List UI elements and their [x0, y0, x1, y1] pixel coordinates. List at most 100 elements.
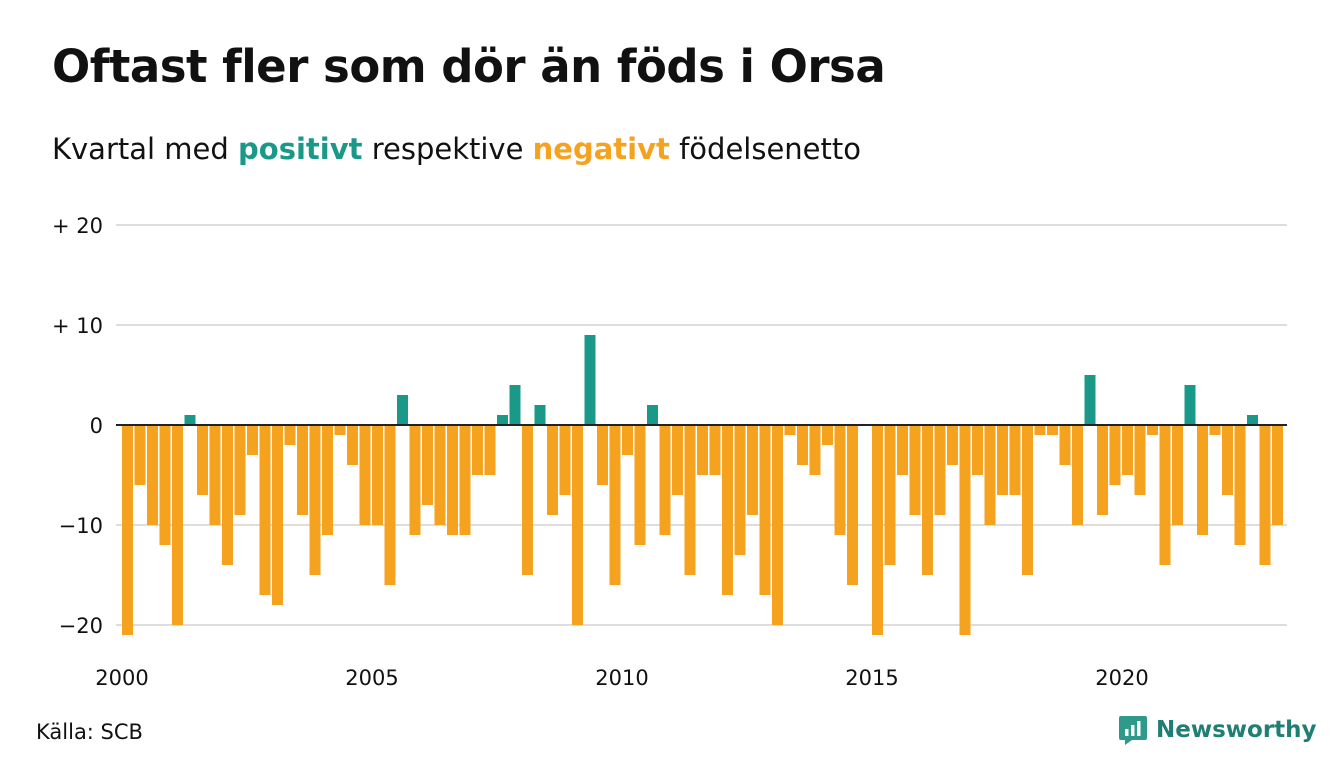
bar-negative — [222, 425, 233, 565]
subtitle-prefix: Kvartal med — [52, 132, 239, 166]
bar-positive — [1084, 375, 1096, 425]
bar-negative — [709, 425, 721, 475]
subtitle-middle: respektive — [362, 132, 533, 166]
bar-negative — [147, 425, 158, 525]
bar-positive — [184, 415, 196, 425]
bar-negative — [1197, 425, 1208, 535]
bar-negative — [672, 425, 683, 495]
bar-negative — [697, 425, 708, 475]
bar-negative — [159, 425, 171, 545]
newsworthy-logo-icon — [1119, 716, 1147, 745]
x-tick-label: 2010 — [595, 666, 648, 690]
subtitle-negative-word: negativt — [532, 132, 670, 166]
bar-negative — [422, 425, 433, 505]
bar-negative — [334, 425, 346, 435]
bar-negative — [847, 425, 858, 585]
bar-negative — [1047, 425, 1058, 435]
bar-negative — [372, 425, 383, 525]
bar-negative — [1222, 425, 1233, 495]
bar-negative — [1172, 425, 1183, 525]
bar-negative — [484, 425, 496, 475]
chart-title: Oftast fler som dör än föds i Orsa — [52, 40, 886, 93]
bar-positive — [509, 385, 521, 425]
bar-negative — [984, 425, 996, 525]
bar-negative — [134, 425, 146, 485]
bar-negative — [959, 425, 971, 635]
chart-subtitle: Kvartal med positivt respektive negativt… — [52, 132, 861, 166]
y-tick-label: −10 — [59, 514, 103, 538]
bar-negative — [922, 425, 933, 575]
bar-negative — [997, 425, 1008, 495]
bar-negative — [734, 425, 746, 555]
bar-positive — [647, 405, 658, 425]
bar-negative — [1034, 425, 1046, 435]
bar-negative — [747, 425, 758, 515]
bar-negative — [547, 425, 558, 515]
bar-negative — [1122, 425, 1133, 475]
bar-negative — [172, 425, 183, 625]
bar-negative — [322, 425, 333, 535]
subtitle-suffix: födelsenetto — [669, 132, 861, 166]
bar-negative — [1259, 425, 1271, 565]
bar-negative — [1022, 425, 1033, 575]
bar-negative — [384, 425, 396, 585]
bar-negative — [1147, 425, 1158, 435]
y-tick-label: −20 — [59, 614, 103, 638]
bar-negative — [234, 425, 246, 515]
bar-negative — [897, 425, 908, 475]
x-tick-label: 2000 — [95, 666, 148, 690]
bar-negative — [447, 425, 458, 535]
bar-negative — [784, 425, 796, 435]
bar-negative — [772, 425, 783, 625]
bar-negative — [609, 425, 621, 585]
x-tick-label: 2015 — [845, 666, 898, 690]
bar-negative — [572, 425, 583, 625]
bar-negative — [934, 425, 946, 515]
bar-negative — [684, 425, 696, 575]
bar-positive — [1184, 385, 1196, 425]
bar-negative — [1272, 425, 1283, 525]
x-tick-label: 2020 — [1095, 666, 1148, 690]
x-axis-labels: 2000 2005 2010 2015 2020 — [95, 666, 1148, 690]
bar-negative — [247, 425, 258, 455]
bar-negative — [1209, 425, 1221, 435]
bar-negative — [1097, 425, 1108, 515]
y-tick-label: + 10 — [52, 314, 103, 338]
y-axis-labels: + 20 + 10 0 −10 −20 — [52, 214, 103, 638]
bar-negative — [359, 425, 371, 525]
bar-negative — [634, 425, 646, 545]
bar-negative — [759, 425, 771, 595]
y-tick-label: + 20 — [52, 214, 103, 238]
bar-negative — [309, 425, 321, 575]
bar-negative — [347, 425, 358, 465]
bar-negative — [834, 425, 846, 535]
bar-negative — [722, 425, 733, 595]
bar-negative — [884, 425, 896, 565]
bar-positive — [534, 405, 546, 425]
bar-negative — [822, 425, 833, 445]
bar-negative — [459, 425, 471, 535]
bar-negative — [259, 425, 271, 595]
bar-negative — [209, 425, 221, 525]
bar-negative — [559, 425, 571, 495]
x-tick-label: 2005 — [345, 666, 398, 690]
bar-positive — [397, 395, 408, 425]
bar-negative — [622, 425, 633, 455]
bar-negative — [472, 425, 483, 475]
y-tick-label: 0 — [90, 414, 103, 438]
bar-negative — [522, 425, 533, 575]
bar-negative — [1009, 425, 1021, 495]
bar-negative — [409, 425, 421, 535]
bar-positive — [1247, 415, 1258, 425]
bar-negative — [1072, 425, 1083, 525]
brand-name: Newsworthy — [1156, 717, 1317, 743]
bar-negative — [659, 425, 671, 535]
bar-negative — [809, 425, 821, 475]
bar-negative — [284, 425, 296, 445]
brand-logo[interactable]: Newsworthy — [1118, 714, 1317, 746]
bar-negative — [272, 425, 283, 605]
bar-negative — [197, 425, 208, 495]
bar-negative — [972, 425, 983, 475]
bar-negative — [947, 425, 958, 465]
bar-negative — [1134, 425, 1146, 495]
